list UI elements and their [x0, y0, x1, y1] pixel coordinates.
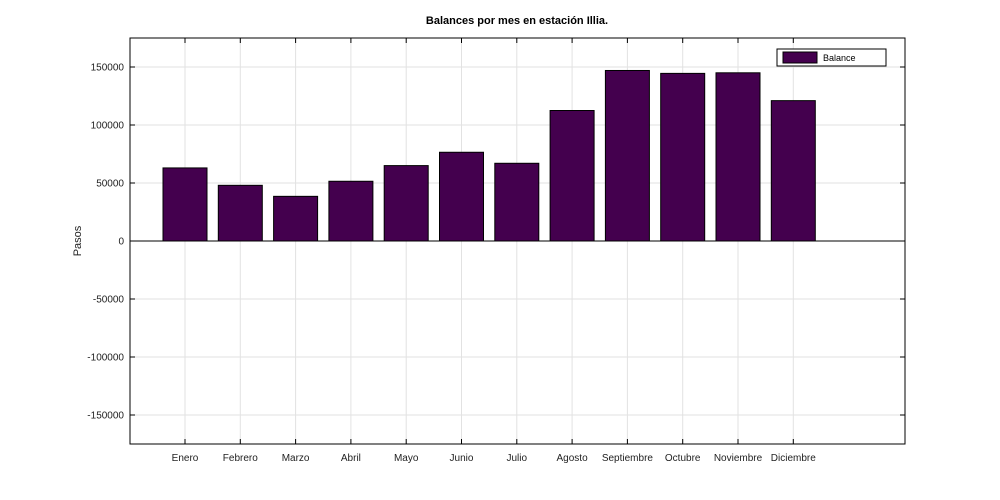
y-tick-label: 0 — [118, 237, 124, 248]
bar-marzo — [274, 196, 318, 241]
bar-agosto — [550, 111, 594, 242]
y-tick-label: 100000 — [91, 121, 125, 132]
x-tick-label: Diciembre — [771, 453, 816, 464]
bar-mayo — [384, 166, 428, 241]
x-tick-label: Febrero — [223, 453, 258, 464]
bar-enero — [163, 168, 207, 241]
legend-label: Balance — [823, 53, 856, 63]
x-tick-label: Marzo — [282, 453, 310, 464]
legend: Balance — [777, 49, 886, 66]
x-tick-label: Octubre — [665, 453, 701, 464]
bar-abril — [329, 181, 373, 241]
x-tick-label: Junio — [450, 453, 474, 464]
y-tick-label: -50000 — [93, 295, 125, 306]
x-tick-label: Abril — [341, 453, 361, 464]
chart-title: Balances por mes en estación Illia. — [426, 15, 608, 27]
x-tick-label: Agosto — [557, 453, 589, 464]
y-tick-label: -100000 — [87, 353, 124, 364]
y-tick-label: 150000 — [91, 63, 125, 74]
x-tick-label: Enero — [172, 453, 199, 464]
legend-swatch — [783, 52, 817, 63]
x-tick-label: Mayo — [394, 453, 419, 464]
x-tick-label: Julio — [507, 453, 528, 464]
bar-octubre — [661, 73, 705, 241]
bar-noviembre — [716, 73, 760, 241]
bar-septiembre — [605, 70, 649, 241]
bar-febrero — [218, 185, 262, 241]
bar-julio — [495, 163, 539, 241]
x-tick-label: Noviembre — [714, 453, 763, 464]
bars — [163, 70, 815, 241]
bar-junio — [440, 152, 484, 241]
y-tick-label: 50000 — [96, 179, 124, 190]
bar-diciembre — [771, 101, 815, 241]
y-axis-label: Pasos — [72, 225, 84, 256]
x-tick-label: Septiembre — [602, 453, 654, 464]
y-tick-label: -150000 — [87, 411, 124, 422]
